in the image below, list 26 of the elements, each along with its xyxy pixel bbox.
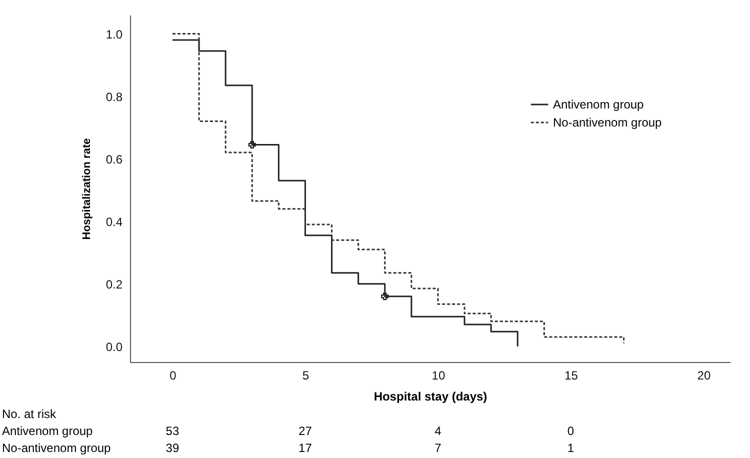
text: 4 (434, 424, 442, 438)
text: 53 (166, 424, 180, 438)
x-tick-label: 0 (170, 368, 177, 382)
text: 7 (434, 441, 442, 455)
y-axis-title: Hospitalization rate (80, 138, 93, 240)
y-tick-label: 0.0 (106, 340, 123, 354)
text: 1 (567, 441, 574, 455)
text: No-antivenom group (2, 441, 112, 455)
y-tick-label: 0.8 (106, 90, 123, 104)
x-tick-label: 15 (564, 368, 578, 382)
text: No. at risk (2, 407, 58, 421)
legend-label: Antivenom group (553, 98, 644, 112)
legend-label: No-antivenom group (553, 116, 662, 130)
text: Antivenom group (2, 424, 94, 438)
text: 0 (567, 424, 574, 438)
y-tick-label: 0.4 (106, 214, 123, 229)
x-tick-label: 5 (302, 368, 310, 382)
y-tick-label: 0.6 (106, 152, 123, 166)
text: 39 (166, 441, 180, 455)
x-tick-label: 20 (697, 368, 711, 382)
y-tick-label: 1.0 (106, 27, 123, 42)
text: 17 (298, 441, 312, 455)
y-tick-label: 0.2 (106, 277, 123, 292)
text: 27 (298, 424, 312, 438)
x-tick-label: 10 (432, 368, 446, 382)
x-axis-title: Hospital stay (days) (374, 390, 488, 404)
